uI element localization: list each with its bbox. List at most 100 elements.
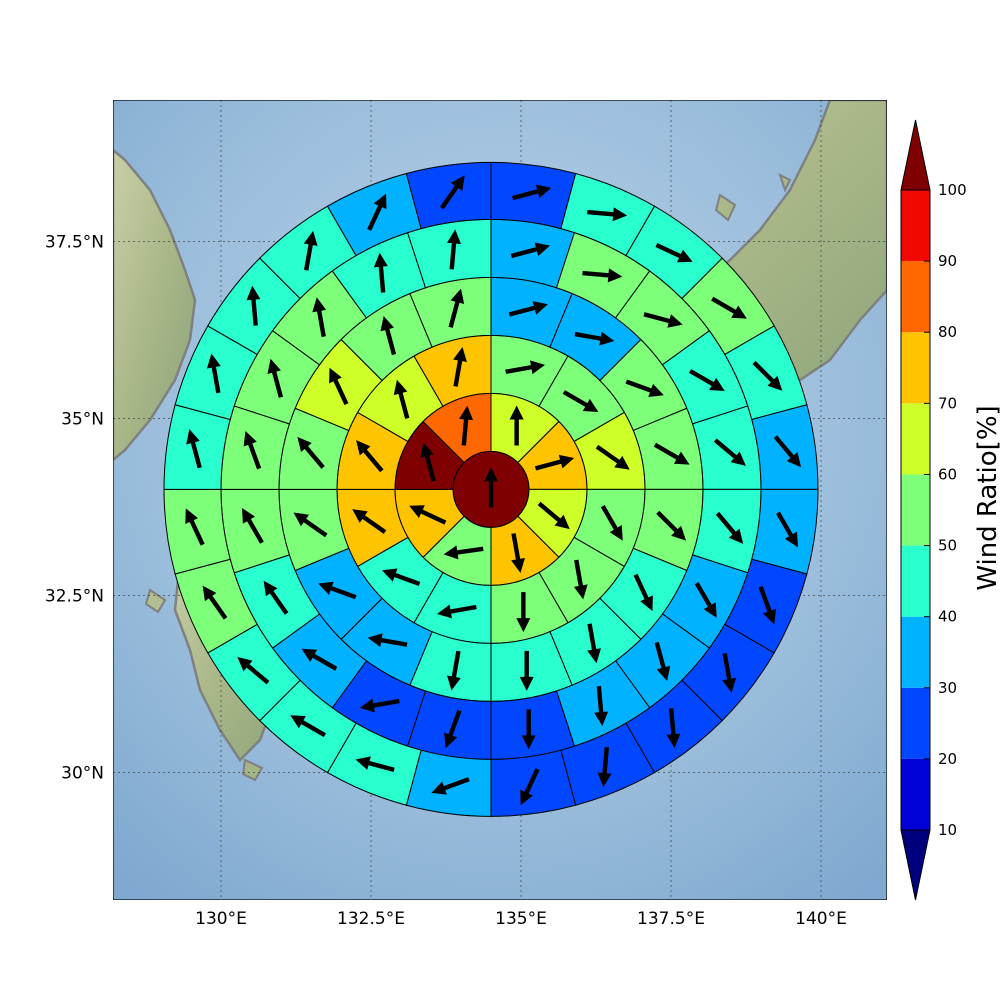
wind-arrow — [511, 533, 525, 573]
colorbar-bin — [901, 190, 930, 262]
wind-arrow — [436, 604, 477, 619]
wind-arrow — [715, 511, 744, 544]
wind-arrow — [420, 442, 436, 482]
wind-arrow — [293, 512, 328, 538]
wind-arrow — [505, 360, 546, 375]
wind-arrow — [752, 360, 783, 391]
wind-arrow — [512, 184, 552, 201]
wind-arrow — [355, 756, 395, 772]
colorbar-bin — [901, 332, 930, 404]
wind-arrow — [301, 648, 338, 671]
colorbar-tick-label: 80 — [938, 323, 957, 341]
wind-arrow — [443, 545, 484, 560]
wind-arrow — [758, 585, 777, 625]
wind-arrow — [656, 510, 687, 541]
latitude-tick-label: 35°N — [61, 410, 104, 430]
longitude-tick-labels: 130°E 132.5°E 135°E 137.5°E 140°E — [195, 909, 847, 929]
wind-arrow — [666, 708, 681, 749]
colorbar-bin — [901, 758, 930, 830]
longitude-tick-label: 137.5°E — [637, 909, 705, 929]
wind-arrow — [185, 508, 205, 546]
colorbar-tick-label: 70 — [938, 394, 957, 412]
colorbar-bin — [901, 261, 930, 333]
wind-arrow — [241, 508, 264, 544]
wind-arrow — [447, 229, 461, 270]
wind-arrow — [367, 633, 408, 648]
wind-arrow — [381, 568, 421, 586]
wind-arrow — [367, 193, 387, 231]
wind-arrow — [508, 301, 548, 317]
wind-arrow — [521, 709, 536, 750]
wind-arrow — [643, 312, 683, 328]
wind-arrow — [587, 207, 628, 222]
wind-arrow — [625, 379, 664, 398]
longitude-tick-label: 135°E — [495, 909, 547, 929]
wind-arrow — [534, 454, 575, 471]
wind-arrow — [359, 698, 400, 713]
wind-arrow — [537, 501, 570, 530]
wind-arrow — [290, 715, 326, 738]
colorbar: 10 20 30 40 50 60 70 80 90 100 — [900, 119, 967, 901]
wind-arrow — [509, 405, 524, 446]
colorbar-tick-label: 100 — [938, 181, 967, 199]
wind-sector — [163, 404, 231, 490]
wind-arrow — [409, 505, 447, 525]
wind-direction-arrows — [185, 175, 802, 806]
wind-arrow — [459, 405, 474, 446]
wind-arrow — [303, 230, 318, 271]
wind-arrow — [297, 436, 325, 469]
colorbar-tick-label: 60 — [938, 465, 957, 483]
wind-arrow — [773, 435, 802, 468]
colorbar-bin — [901, 687, 930, 759]
wind-arrow — [484, 467, 498, 508]
wind-arrow — [519, 650, 534, 691]
wind-arrow — [439, 175, 465, 210]
small-islands — [144, 173, 792, 782]
longitude-tick-label: 132.5°E — [337, 909, 405, 929]
colorbar-title: Wind Ratio[%] — [973, 405, 1000, 590]
wind-arrow — [711, 296, 747, 319]
colorbar-bin — [901, 545, 930, 617]
wind-arrow — [329, 367, 349, 405]
wind-sector — [490, 161, 577, 230]
latitude-tick-label: 32.5°N — [45, 587, 104, 607]
latitude-tick-label: 30°N — [61, 764, 104, 784]
wind-arrow — [267, 358, 284, 398]
wind-arrow — [713, 438, 746, 466]
wind-arrow — [202, 585, 228, 620]
wind-arrow — [516, 592, 531, 633]
colorbar-extend-low — [900, 829, 931, 901]
wind-arrow — [562, 390, 599, 412]
wind-arrow — [574, 331, 615, 346]
colorbar-tick-label: 30 — [938, 679, 957, 697]
colorbar-tick-label: 50 — [938, 537, 957, 555]
wind-arrow — [594, 685, 609, 727]
wind-arrow — [186, 429, 202, 469]
wind-arrow — [237, 656, 270, 685]
wind-arrow — [573, 559, 588, 600]
wind-arrow — [597, 747, 612, 788]
wind-arrow — [510, 242, 550, 259]
wind-arrow — [448, 288, 465, 328]
wind-arrow — [243, 431, 262, 470]
wind-arrow — [453, 346, 467, 387]
wind-arrow — [206, 353, 221, 394]
latitude-tick-labels: 30°N 32.5°N 35°N 37.5°N — [45, 233, 104, 784]
map-panel — [113, 100, 887, 900]
wind-arrow — [263, 580, 289, 615]
wind-arrow — [655, 242, 693, 263]
wind-arrow — [393, 379, 410, 419]
wind-arrow — [582, 268, 623, 283]
colorbar-tick-label: 10 — [938, 821, 957, 839]
wind-arrow — [600, 505, 623, 541]
colorbar-tick-label: 90 — [938, 252, 957, 270]
colorbar-tick-label: 20 — [938, 750, 957, 768]
wind-arrow — [443, 709, 462, 749]
wind-sector — [405, 749, 492, 817]
longitude-tick-label: 130°E — [195, 909, 247, 929]
colorbar-bin — [901, 616, 930, 688]
wind-arrow — [520, 768, 540, 806]
latitude-tick-label: 37.5°N — [45, 233, 104, 253]
colorbar-tick-label: 40 — [938, 608, 957, 626]
